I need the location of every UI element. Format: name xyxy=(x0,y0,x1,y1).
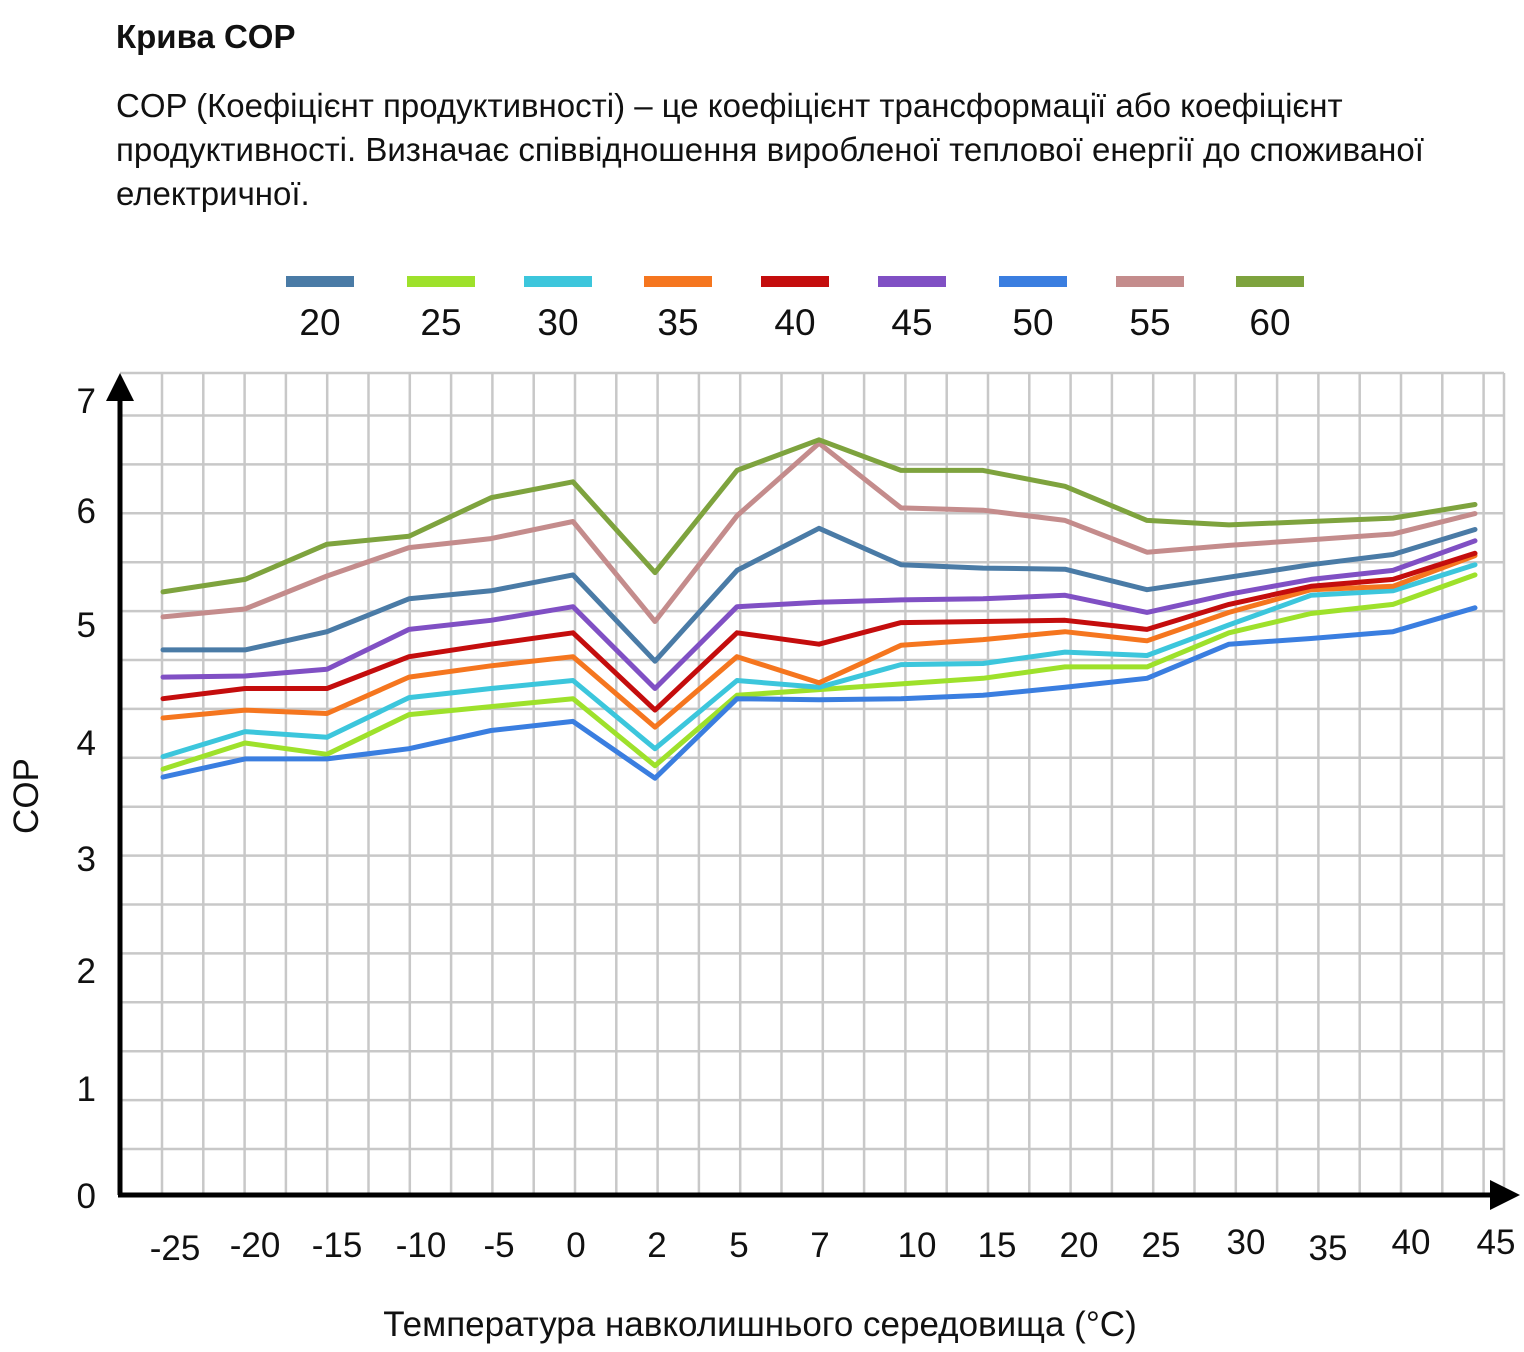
chart-grid xyxy=(120,371,1506,1195)
legend-label-30: 30 xyxy=(537,302,578,343)
y-axis-label: COP xyxy=(7,758,46,834)
x-axis-arrow-icon xyxy=(1490,1180,1520,1210)
legend-label-55: 55 xyxy=(1129,302,1170,343)
page-description: COP (Коефіцієнт продуктивності) – це кое… xyxy=(116,87,1424,212)
x-tick-label: 10 xyxy=(898,1226,937,1265)
x-tick-label: 5 xyxy=(729,1226,748,1265)
x-tick-label: 25 xyxy=(1142,1226,1181,1265)
legend-swatch-30 xyxy=(524,276,592,287)
legend-label-25: 25 xyxy=(420,302,461,343)
x-tick-label: -25 xyxy=(150,1229,201,1268)
legend-label-50: 50 xyxy=(1012,302,1053,343)
x-tick-label: 7 xyxy=(810,1226,829,1265)
chart-series xyxy=(160,437,1478,781)
series-line-45 xyxy=(160,538,1478,691)
legend-swatch-50 xyxy=(999,276,1067,287)
chart-axes xyxy=(106,373,1520,1210)
x-tick-label: 20 xyxy=(1060,1226,1099,1265)
x-tick-label: 45 xyxy=(1477,1223,1516,1262)
legend-label-60: 60 xyxy=(1249,302,1290,343)
x-tick-label: 30 xyxy=(1227,1223,1266,1262)
series-line-20 xyxy=(160,525,1478,664)
x-tick-label: -5 xyxy=(483,1226,514,1265)
x-tick-label: 2 xyxy=(647,1226,666,1265)
series-line-50 xyxy=(160,605,1478,781)
legend-swatch-40 xyxy=(761,276,829,287)
series-line-60 xyxy=(160,437,1478,595)
x-tick-label: 35 xyxy=(1309,1229,1348,1268)
page-title: Крива COP xyxy=(116,18,296,55)
x-tick-label: 15 xyxy=(978,1226,1017,1265)
legend-label-40: 40 xyxy=(774,302,815,343)
x-axis-label: Температура навколишнього середовища (°C… xyxy=(383,1305,1137,1344)
series-line-40 xyxy=(160,550,1478,713)
y-tick-label: 5 xyxy=(77,606,96,645)
y-tick-label: 7 xyxy=(77,382,96,421)
legend-swatch-35 xyxy=(644,276,712,287)
series-line-55 xyxy=(160,440,1478,624)
x-tick-label: -20 xyxy=(230,1226,281,1265)
legend-swatch-20 xyxy=(286,276,354,287)
legend-swatch-45 xyxy=(878,276,946,287)
legend-swatch-55 xyxy=(1116,276,1184,287)
legend-swatch-25 xyxy=(407,276,475,287)
x-tick-label: -10 xyxy=(396,1226,447,1265)
y-axis-arrow-icon xyxy=(106,373,134,401)
series-line-30 xyxy=(160,562,1478,760)
series-line-35 xyxy=(160,553,1478,730)
x-tick-label: 0 xyxy=(566,1226,585,1265)
legend-label-45: 45 xyxy=(891,302,932,343)
y-tick-label: 6 xyxy=(77,492,96,531)
chart-legend: 20 25 30 35 40 45 50 55 60 xyxy=(286,276,1304,343)
legend-label-20: 20 xyxy=(299,302,340,343)
x-tick-label: 40 xyxy=(1392,1223,1431,1262)
y-tick-label: 3 xyxy=(77,840,96,879)
legend-label-35: 35 xyxy=(657,302,698,343)
y-tick-label: 0 xyxy=(77,1177,96,1216)
legend-swatch-60 xyxy=(1236,276,1304,287)
y-tick-label: 1 xyxy=(77,1070,96,1109)
y-tick-label: 4 xyxy=(77,724,96,763)
y-tick-label: 2 xyxy=(77,952,96,991)
x-tick-label: -15 xyxy=(312,1226,363,1265)
